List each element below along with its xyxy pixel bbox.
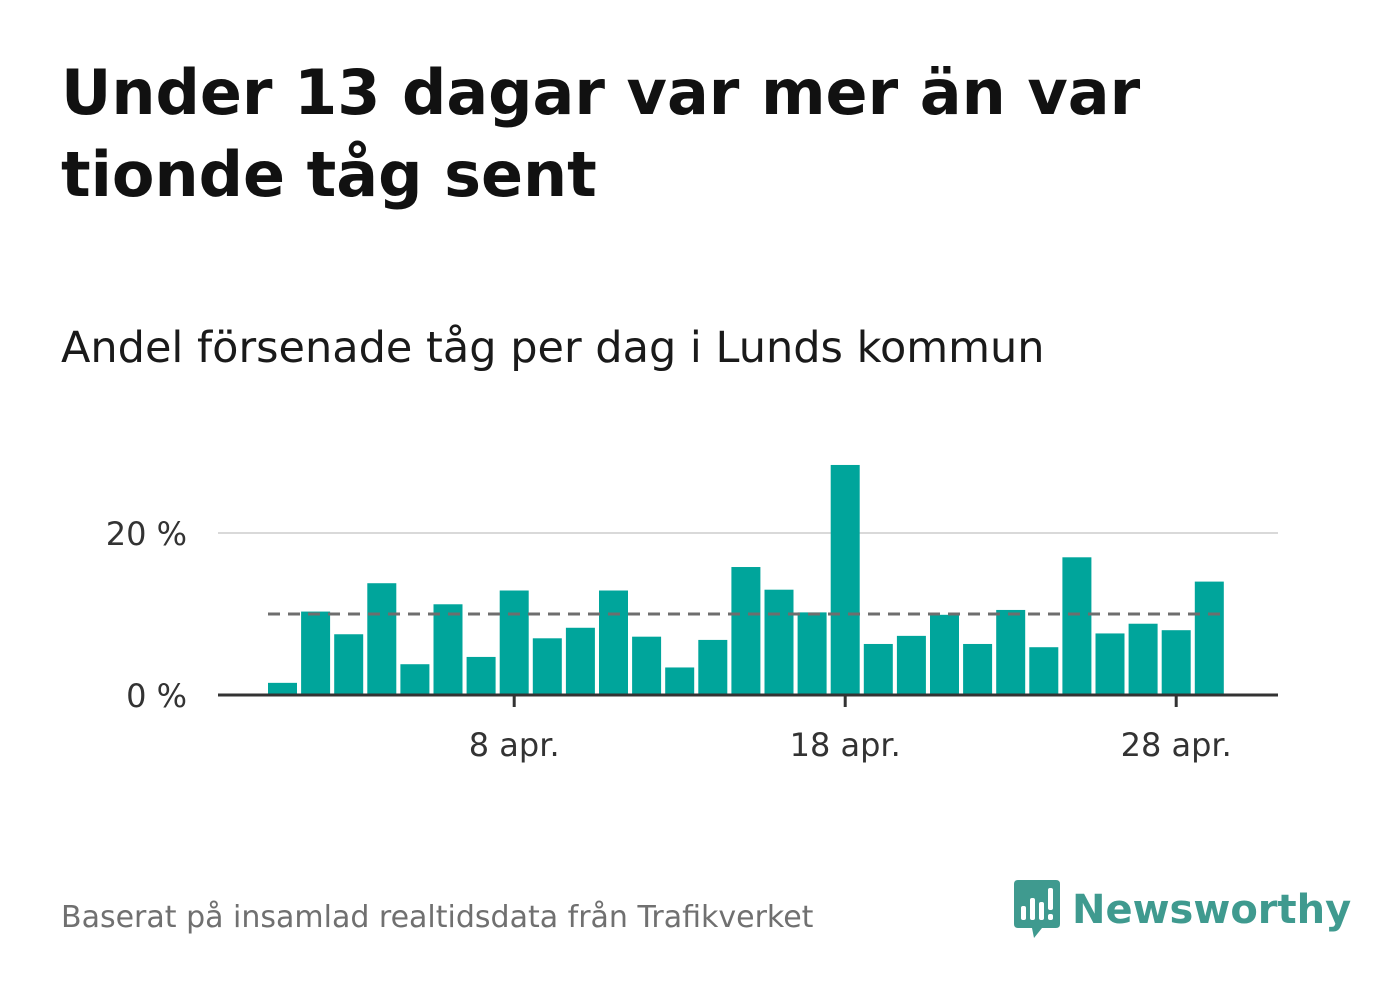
newsworthy-logo-icon — [1014, 880, 1060, 938]
bar — [301, 611, 331, 695]
bar — [1029, 647, 1059, 695]
bar — [1161, 630, 1191, 695]
bar — [367, 583, 397, 695]
bar — [764, 589, 794, 695]
bar — [466, 656, 496, 695]
bar — [797, 612, 827, 695]
brand-name: Newsworthy — [1072, 887, 1352, 933]
x-tick-label: 8 apr. — [469, 726, 560, 764]
bar — [896, 635, 926, 695]
bar — [1128, 623, 1158, 695]
bar — [632, 636, 662, 695]
chart-subtitle: Andel försenade tåg per dag i Lunds komm… — [61, 323, 1045, 373]
y-tick-label: 20 % — [106, 515, 187, 553]
bar — [1194, 581, 1224, 695]
bar — [863, 643, 893, 695]
bar — [731, 567, 761, 695]
y-axis-labels: 0 % 20 % — [106, 515, 187, 715]
bar — [830, 464, 860, 695]
bar — [565, 627, 595, 695]
bar — [268, 682, 297, 695]
bar — [499, 590, 529, 695]
bar — [665, 667, 695, 695]
brand-logo: Newsworthy — [1012, 878, 1351, 942]
bar — [400, 664, 430, 695]
bar — [930, 614, 959, 695]
bar — [963, 643, 993, 695]
bar-chart: 0 % 20 % 8 apr. 18 apr. 28 apr. — [106, 464, 1278, 764]
x-axis-labels: 8 apr. 18 apr. 28 apr. — [469, 726, 1232, 764]
bar — [996, 609, 1026, 695]
bar — [1062, 557, 1092, 695]
bar — [698, 639, 728, 695]
x-axis — [218, 693, 1278, 707]
bar — [334, 634, 364, 695]
bars — [268, 464, 1224, 695]
chart-title: Under 13 dagar var mer än var tionde tåg… — [61, 56, 1141, 211]
x-tick-label: 18 apr. — [790, 726, 901, 764]
source-note: Baserat på insamlad realtidsdata från Tr… — [61, 900, 814, 935]
x-tick-label: 28 apr. — [1121, 726, 1232, 764]
bar — [1095, 633, 1125, 695]
bar — [532, 638, 562, 695]
y-tick-label: 0 % — [126, 677, 187, 715]
bar — [433, 604, 463, 695]
bar — [599, 590, 628, 695]
